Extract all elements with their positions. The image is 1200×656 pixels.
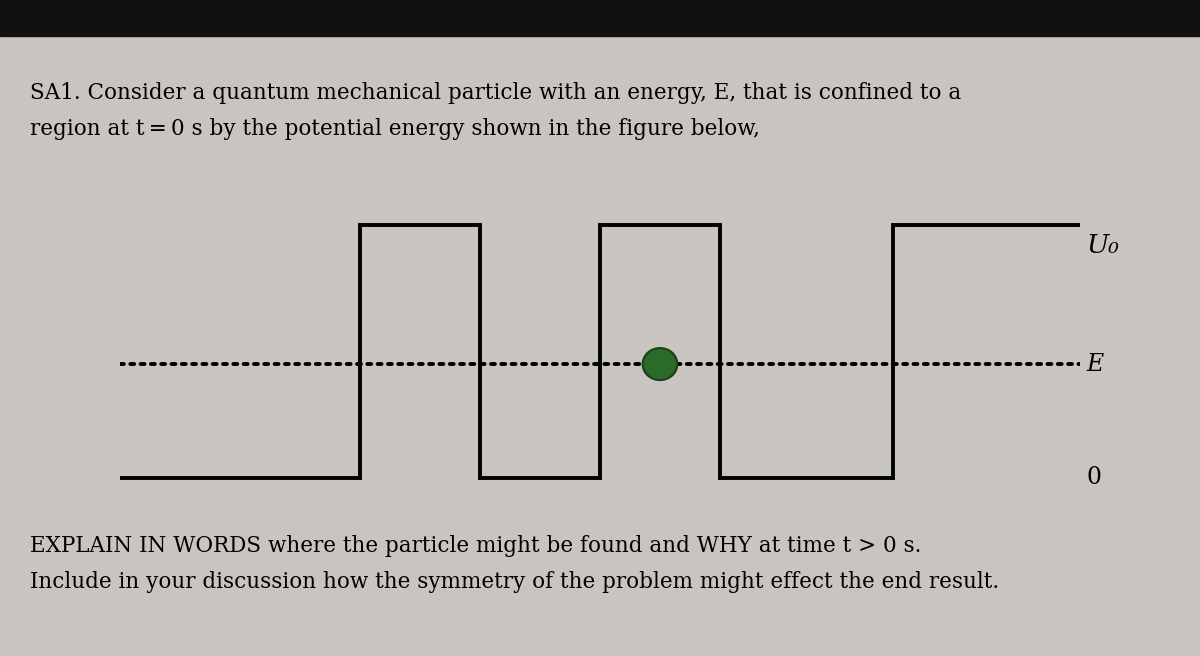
Text: 0: 0 (1087, 466, 1102, 489)
Ellipse shape (643, 348, 677, 380)
Text: EXPLAIN IN WORDS where the particle might be found and WHY at time t > 0 s.: EXPLAIN IN WORDS where the particle migh… (30, 535, 922, 557)
Text: SA1. Consider a quantum mechanical particle with an energy, E, that is confined : SA1. Consider a quantum mechanical parti… (30, 82, 961, 104)
Text: Include in your discussion how the symmetry of the problem might effect the end : Include in your discussion how the symme… (30, 571, 1000, 593)
Text: U₀: U₀ (1087, 234, 1120, 258)
Text: region at t = 0 s by the potential energy shown in the figure below,: region at t = 0 s by the potential energ… (30, 118, 760, 140)
Bar (0, 0, 1200, 36)
Text: E: E (1087, 352, 1104, 376)
